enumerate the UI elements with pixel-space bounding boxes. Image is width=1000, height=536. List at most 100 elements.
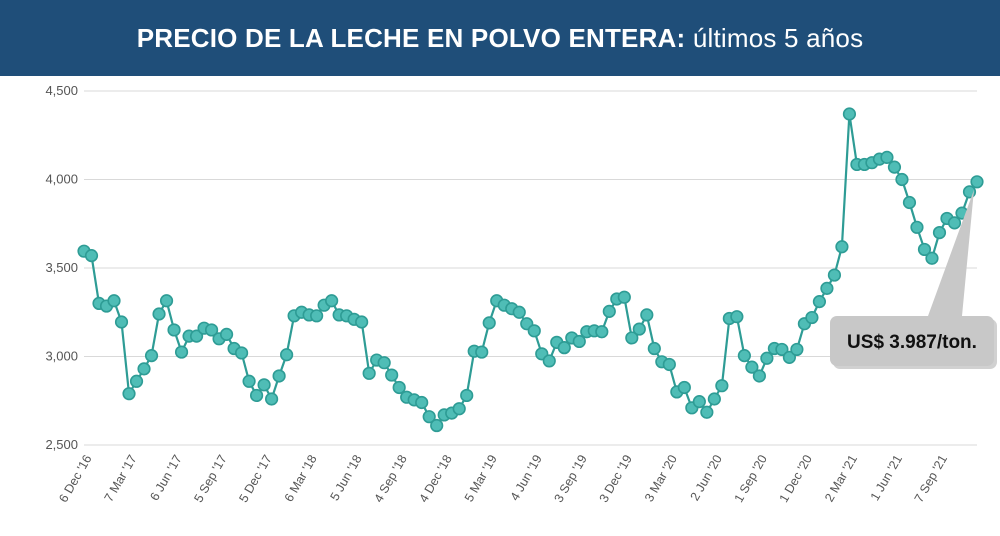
- title-banner: PRECIO DE LA LECHE EN POLVO ENTERA: últi…: [0, 0, 1000, 76]
- callout-box: [830, 316, 994, 366]
- data-point: [782, 350, 796, 364]
- data-point: [129, 374, 144, 388]
- data-point: [932, 226, 947, 240]
- data-point: [812, 295, 827, 309]
- data-point: [662, 357, 676, 372]
- x-tick-label: 4 Sep '18: [371, 452, 409, 504]
- data-point: [475, 345, 489, 359]
- data-point: [362, 366, 376, 380]
- data-point: [310, 309, 324, 323]
- data-point: [842, 107, 857, 121]
- data-series: [77, 107, 984, 433]
- x-tick-label: 7 Sep '21: [912, 452, 950, 504]
- data-point: [452, 402, 466, 416]
- x-tick-label: 7 Mar '17: [102, 452, 140, 504]
- x-tick-label: 1 Dec '20: [777, 452, 815, 504]
- x-tick-label: 4 Jun '19: [508, 452, 545, 503]
- data-point: [249, 388, 264, 403]
- y-axis-tick-labels: 2,500 3,000 3,500 4,000 4,500: [45, 83, 78, 452]
- data-point: [737, 349, 751, 363]
- data-point: [632, 322, 646, 336]
- data-point: [415, 395, 429, 410]
- data-point: [265, 392, 279, 406]
- data-point: [189, 329, 204, 343]
- callout-label: US$ 3.987/ton.: [847, 332, 977, 353]
- data-point: [895, 172, 909, 187]
- price-callout: US$ 3.987/ton.: [830, 189, 997, 369]
- chart-title-bold: PRECIO DE LA LECHE EN POLVO ENTERA:: [136, 22, 686, 53]
- x-tick-label: 3 Sep '19: [552, 452, 590, 504]
- data-point: [715, 379, 729, 393]
- x-tick-label: 4 Dec '18: [416, 452, 454, 504]
- data-point: [325, 294, 339, 308]
- x-axis-tick-labels: 6 Dec '16 7 Mar '17 6 Jun '17 5 Sep '17 5 De…: [56, 452, 950, 504]
- data-point: [204, 323, 219, 337]
- data-point: [880, 150, 894, 164]
- data-point: [835, 240, 849, 254]
- x-tick-label: 6 Jun '17: [147, 452, 184, 503]
- x-tick-label: 3 Mar '20: [642, 452, 680, 504]
- data-point: [137, 362, 151, 376]
- y-tick-label: 4,500: [45, 83, 78, 98]
- data-point: [790, 342, 804, 357]
- data-point: [925, 251, 939, 265]
- data-point: [272, 369, 286, 383]
- data-point: [542, 354, 556, 368]
- data-point: [910, 220, 924, 234]
- data-point: [595, 325, 609, 339]
- data-point: [617, 290, 631, 304]
- data-point: [527, 324, 541, 338]
- data-point: [647, 341, 661, 356]
- x-tick-label: 5 Sep '17: [191, 452, 229, 504]
- x-tick-label: 1 Sep '20: [732, 452, 770, 504]
- chart-title-subtitle: últimos 5 años: [692, 22, 864, 53]
- data-point: [902, 195, 917, 210]
- data-point: [84, 249, 99, 263]
- data-point: [430, 418, 444, 433]
- data-point: [422, 410, 436, 424]
- data-point: [602, 304, 616, 318]
- x-tick-label: 3 Dec '19: [597, 452, 635, 504]
- data-point: [917, 242, 932, 257]
- data-point: [887, 160, 902, 174]
- data-point: [355, 315, 369, 329]
- data-point: [385, 368, 399, 382]
- data-point: [745, 360, 759, 374]
- series-line: [83, 112, 978, 427]
- data-point: [947, 216, 962, 230]
- chart-title: PRECIO DE LA LECHE EN POLVO ENTERA: últi…: [137, 23, 864, 54]
- data-point: [482, 316, 496, 330]
- callout-pointer: [928, 189, 974, 316]
- y-tick-label: 4,000: [45, 172, 78, 187]
- data-point: [159, 294, 174, 308]
- data-point: [107, 294, 121, 308]
- x-tick-label: 5 Dec '17: [236, 452, 274, 504]
- x-tick-label: 1 Jun '21: [868, 452, 905, 503]
- data-point: [730, 310, 744, 324]
- data-point: [242, 374, 256, 388]
- data-point: [234, 346, 249, 360]
- x-tick-label: 5 Jun '18: [327, 452, 364, 503]
- data-point: [572, 334, 586, 349]
- data-point: [167, 323, 181, 337]
- y-tick-label: 3,000: [45, 349, 78, 364]
- y-tick-label: 3,500: [45, 260, 78, 275]
- data-point: [257, 378, 271, 392]
- x-tick-label: 5 Mar '19: [462, 452, 500, 504]
- data-point: [692, 395, 706, 409]
- data-point: [760, 351, 774, 365]
- data-point: [557, 341, 571, 355]
- data-point: [677, 380, 691, 395]
- data-point: [805, 310, 819, 325]
- x-tick-label: 6 Mar '18: [282, 452, 320, 504]
- line-chart: 2,500 3,000 3,500 4,000 4,500 6 Dec '16 7 Mar…: [45, 83, 997, 505]
- x-tick-label: 6 Dec '16: [56, 452, 94, 504]
- data-point: [970, 175, 984, 189]
- data-point: [219, 327, 234, 341]
- data-point: [174, 345, 189, 359]
- data-point: [707, 392, 721, 406]
- data-point: [752, 369, 766, 383]
- data-point: [122, 387, 136, 401]
- y-tick-label: 2,500: [45, 437, 78, 452]
- data-point: [700, 405, 714, 419]
